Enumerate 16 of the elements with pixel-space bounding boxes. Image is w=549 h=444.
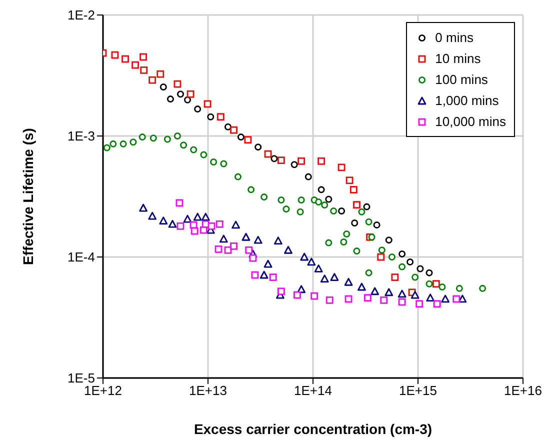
x-tick-label: 1E+13 bbox=[189, 383, 227, 398]
x-tick-label: 1E+14 bbox=[294, 383, 332, 398]
legend-label: 1,000 mins bbox=[435, 93, 499, 108]
legend-label: 100 mins bbox=[435, 72, 488, 87]
y-tick-label: 1E-4 bbox=[68, 250, 95, 265]
y-tick-label: 1E-5 bbox=[68, 370, 95, 386]
legend-label: 10 mins bbox=[435, 51, 481, 66]
x-tick-label: 1E+15 bbox=[399, 383, 437, 398]
y-axis-title: Effective Lifetime (s) bbox=[20, 128, 36, 265]
legend-label: 10,000 mins bbox=[435, 114, 506, 129]
y-tick-label: 1E-3 bbox=[68, 128, 95, 144]
x-tick-label: 1E+12 bbox=[84, 383, 122, 398]
legend-label: 0 mins bbox=[435, 30, 474, 45]
y-tick-label: 1E-2 bbox=[68, 8, 95, 23]
x-axis-title: Excess carrier concentration (cm-3) bbox=[194, 421, 432, 437]
x-tick-label: 1E+16 bbox=[504, 383, 542, 398]
